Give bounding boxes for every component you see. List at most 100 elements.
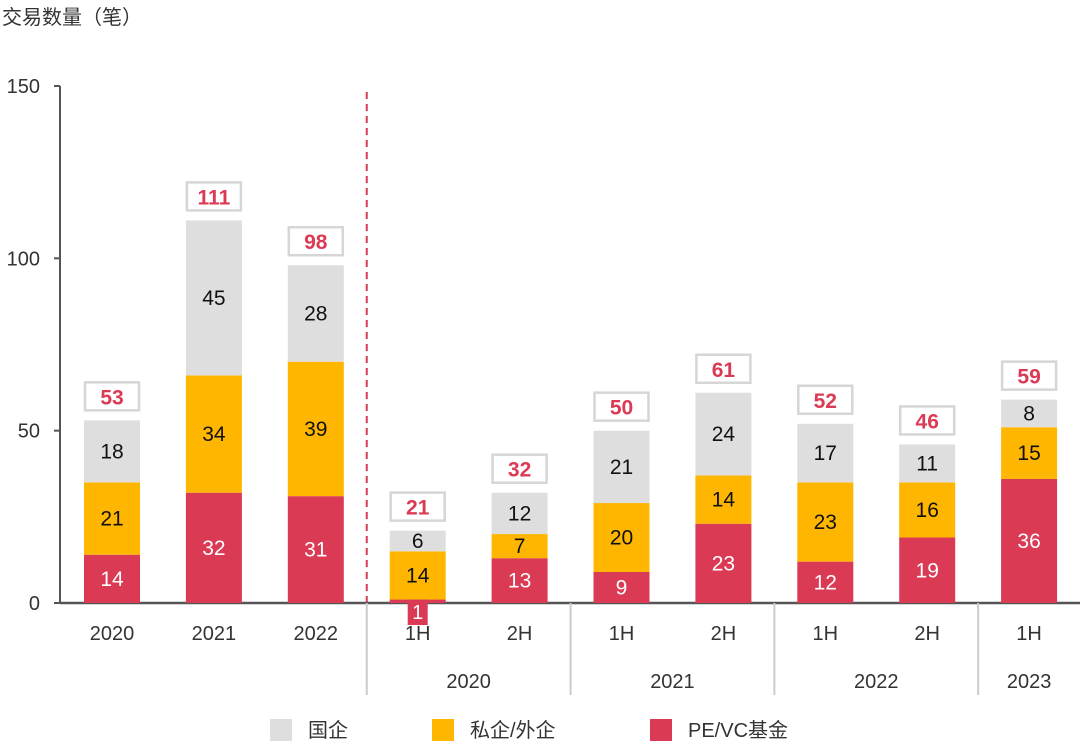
bar-segment bbox=[84, 482, 140, 555]
total-label: 61 bbox=[712, 359, 736, 382]
bar-segment bbox=[389, 530, 446, 552]
total-label-box bbox=[491, 453, 548, 484]
data-label: 14 bbox=[712, 489, 736, 512]
data-label: 13 bbox=[508, 570, 531, 593]
total-label: 21 bbox=[406, 497, 430, 520]
data-label: 6 bbox=[412, 530, 424, 553]
bar-segment bbox=[593, 503, 650, 572]
bar-segment bbox=[797, 482, 854, 562]
bar-segment bbox=[797, 561, 854, 603]
bar-segment bbox=[185, 220, 242, 376]
x-tick-label: 1H bbox=[405, 623, 431, 645]
group-label: 2021 bbox=[650, 671, 695, 693]
x-tick-label: 2021 bbox=[192, 623, 237, 645]
data-label: 17 bbox=[814, 442, 837, 465]
x-tick-label: 2022 bbox=[294, 623, 339, 645]
bar-segment bbox=[84, 420, 140, 483]
bar-segment bbox=[491, 558, 548, 603]
group-label: 2022 bbox=[854, 671, 899, 693]
data-label: 31 bbox=[304, 539, 327, 562]
total-label-box bbox=[83, 381, 141, 412]
bar-segment bbox=[1001, 478, 1058, 603]
legend-swatch bbox=[650, 719, 672, 741]
bar-segment bbox=[491, 492, 548, 535]
y-tick-label: 150 bbox=[7, 76, 40, 98]
total-label: 53 bbox=[100, 386, 123, 409]
y-tick-label: 100 bbox=[7, 248, 40, 270]
bar-segment bbox=[491, 534, 548, 559]
data-label: 23 bbox=[814, 511, 837, 534]
data-label: 9 bbox=[616, 576, 628, 599]
x-tick-label: 2H bbox=[507, 623, 533, 645]
bar-segment bbox=[695, 392, 752, 476]
legend-label: PE/VC基金 bbox=[688, 719, 788, 742]
data-label: 45 bbox=[202, 287, 225, 310]
data-label: 21 bbox=[610, 456, 633, 479]
data-label: 24 bbox=[712, 423, 736, 446]
bar-segment bbox=[899, 537, 956, 603]
bar-segment bbox=[695, 523, 752, 603]
bar-segment bbox=[593, 430, 650, 504]
bar-segment bbox=[185, 375, 242, 493]
total-label: 46 bbox=[916, 410, 939, 433]
x-tick-label: 1H bbox=[813, 623, 839, 645]
data-label: 21 bbox=[100, 508, 123, 531]
bar-segment bbox=[185, 492, 242, 603]
data-label-box bbox=[407, 597, 428, 625]
data-label: 14 bbox=[406, 564, 430, 587]
data-label: 18 bbox=[100, 440, 123, 463]
data-label: 14 bbox=[100, 568, 124, 591]
bar-segment bbox=[287, 496, 344, 603]
bar-segment bbox=[593, 571, 650, 603]
bar-segment bbox=[695, 475, 752, 524]
total-label-box bbox=[898, 405, 956, 436]
bar-segment bbox=[84, 554, 140, 603]
x-axis-labels: 2020 2021 2022 1H 2H 1H 2H 1H 2H 1H 2020 2021 2022 20… bbox=[90, 603, 1052, 695]
x-tick-label: 2H bbox=[711, 623, 737, 645]
data-label: 20 bbox=[610, 527, 633, 550]
total-label-box bbox=[797, 384, 854, 416]
total-label-box bbox=[1000, 360, 1058, 391]
bars: 1421185332344511131392898114621137123292… bbox=[83, 181, 1058, 625]
data-label: 11 bbox=[916, 452, 938, 475]
x-tick-label: 2020 bbox=[90, 623, 135, 645]
total-label-box bbox=[389, 491, 446, 522]
total-label: 32 bbox=[508, 459, 531, 482]
data-label: 16 bbox=[916, 499, 939, 522]
data-label: 7 bbox=[514, 535, 526, 558]
data-label: 36 bbox=[1017, 530, 1040, 553]
legend-swatch bbox=[432, 719, 454, 741]
y-tick-label: 50 bbox=[18, 421, 40, 443]
bar-segment bbox=[797, 423, 854, 483]
data-label: 39 bbox=[304, 418, 327, 441]
total-label: 52 bbox=[814, 390, 837, 413]
data-label: 15 bbox=[1017, 442, 1040, 465]
legend: 国企 私企/外企 PE/VC基金 bbox=[270, 719, 788, 742]
total-label-box bbox=[695, 353, 752, 385]
data-label: 28 bbox=[304, 302, 327, 325]
bar-segment bbox=[287, 265, 344, 362]
total-label: 98 bbox=[304, 231, 328, 254]
y-axis-title: 交易数量（笔） bbox=[2, 6, 142, 29]
bar-segment bbox=[1001, 427, 1058, 479]
total-label-box bbox=[287, 225, 345, 257]
data-label: 12 bbox=[814, 571, 837, 594]
bar-segment bbox=[389, 551, 446, 600]
total-label-box bbox=[593, 391, 650, 422]
bar-segment bbox=[1001, 399, 1058, 428]
data-label: 19 bbox=[916, 559, 939, 582]
data-label: 32 bbox=[202, 537, 225, 560]
legend-swatch bbox=[270, 719, 292, 741]
bar-segment bbox=[899, 482, 956, 538]
bar-segment bbox=[899, 444, 956, 483]
x-tick-label: 1H bbox=[1016, 623, 1042, 645]
data-label: 1 bbox=[412, 602, 423, 624]
data-label: 8 bbox=[1023, 402, 1035, 425]
group-label: 2023 bbox=[1007, 671, 1052, 693]
legend-label: 国企 bbox=[308, 719, 348, 742]
group-label: 2020 bbox=[446, 671, 491, 693]
y-tick-label: 0 bbox=[29, 593, 40, 615]
total-label-box bbox=[185, 181, 243, 212]
bar-segment bbox=[287, 361, 344, 497]
